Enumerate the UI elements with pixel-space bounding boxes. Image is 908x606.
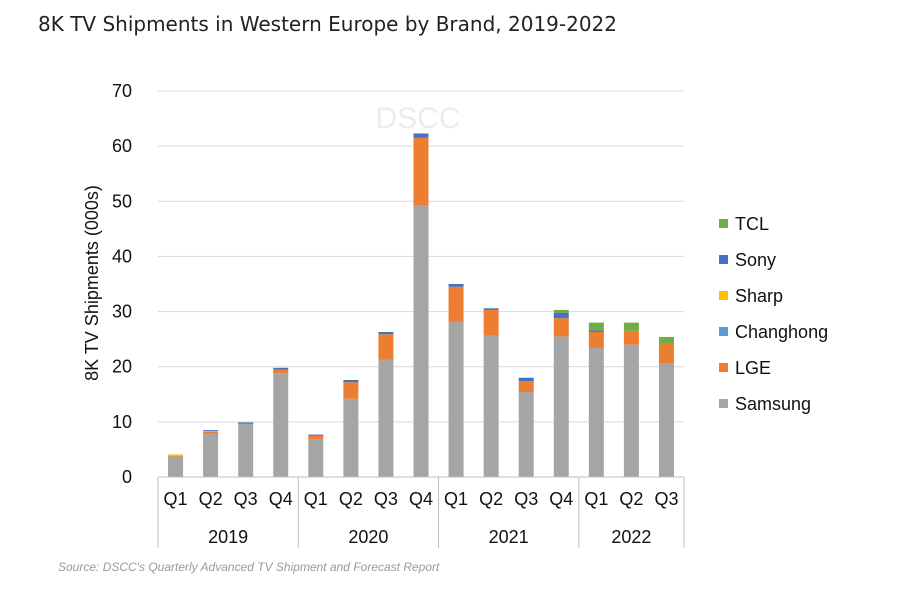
bar-tcl [588,322,604,331]
bar-lge [238,423,254,425]
legend-label-sony: Sony [735,250,776,270]
x-tick-label: Q2 [339,489,363,509]
bar-samsung [483,335,499,477]
bar-lge [273,369,289,374]
bar-sony [238,422,254,424]
bar-samsung [553,336,569,477]
x-tick-label: Q2 [619,489,643,509]
bar-lge [483,309,499,336]
legend-label-lge: LGE [735,358,771,378]
bar-samsung [518,392,534,477]
legend-label-changhong: Changhong [735,322,828,342]
y-tick-label: 50 [112,191,132,211]
bar-sony [203,430,219,432]
y-axis-label: 8K TV Shipments (000s) [82,185,102,381]
x-group-label: 2020 [348,527,388,547]
bar-sony [518,377,534,382]
chart-title: 8K TV Shipments in Western Europe by Bra… [38,12,618,36]
legend-label-tcl: TCL [735,214,769,234]
bar-sharp [203,431,219,432]
bar-lge [588,331,604,348]
x-tick-label: Q1 [584,489,608,509]
y-tick-label: 30 [112,302,132,322]
bar-sony [588,330,604,332]
y-tick-label: 20 [112,357,132,377]
x-group-label: 2022 [611,527,651,547]
x-group-label: 2021 [489,527,529,547]
bar-sharp [168,454,184,457]
legend-label-samsung: Samsung [735,394,811,414]
bar-tcl [553,309,569,313]
bar-samsung [238,424,254,477]
bar-lge [623,330,639,345]
bar-samsung [308,438,324,477]
x-tick-label: Q4 [269,489,293,509]
y-tick-label: 40 [112,246,132,266]
bar-tcl [623,322,639,331]
bar-sony [448,284,464,287]
y-tick-label: 60 [112,136,132,156]
bar-sony [378,331,394,335]
source-note: Source: DSCC's Quarterly Advanced TV Shi… [58,560,440,574]
bar-lge [378,334,394,360]
legend-swatch-sharp [719,291,728,300]
bar-tcl [658,336,674,344]
bar-sony [273,367,289,370]
bar-samsung [343,398,359,477]
bar-sony [413,133,429,138]
x-tick-label: Q1 [444,489,468,509]
bar-lge [553,318,569,337]
bar-lge [343,382,359,399]
legend-swatch-changhong [719,327,728,336]
legend-label-sharp: Sharp [735,286,783,306]
x-tick-label: Q4 [549,489,573,509]
bar-samsung [588,347,604,477]
bar-stacks [168,133,674,477]
bar-samsung [168,456,184,477]
x-group-label: 2019 [208,527,248,547]
bar-sony [553,312,569,319]
x-tick-label: Q3 [234,489,258,509]
x-tick-label: Q2 [479,489,503,509]
y-tick-label: 0 [122,467,132,487]
x-tick-label: Q4 [409,489,433,509]
bar-lge [518,381,534,393]
bar-lge [308,435,324,439]
x-tick-label: Q2 [199,489,223,509]
x-tick-label: Q3 [654,489,678,509]
legend-swatch-lge [719,363,728,372]
bar-samsung [273,373,289,477]
legend-swatch-samsung [719,399,728,408]
legend-swatch-sony [719,255,728,264]
bar-lge [168,456,184,457]
x-axis: Q1 Q2 Q3 Q4 Q1 Q2 Q3 Q4 Q1 Q2 Q3 Q4 Q1 Q2 Q3 2019 2020 20… [157,476,685,548]
bar-sony [308,434,324,436]
bar-samsung [658,363,674,477]
bar-lge [658,343,674,364]
bar-samsung [623,344,639,477]
legend: TCL Sony Sharp Changhong LGE Samsung [719,214,828,414]
y-tick-label: 70 [112,81,132,101]
y-tick-label: 10 [112,412,132,432]
bar-samsung [413,205,429,477]
x-tick-label: Q1 [304,489,328,509]
watermark: DSCC [375,102,460,135]
bar-samsung [203,433,219,477]
x-tick-label: Q1 [164,489,188,509]
bar-lge [448,286,464,322]
bar-samsung [378,359,394,477]
bar-sony [343,379,359,383]
bar-samsung [448,321,464,477]
x-tick-label: Q3 [374,489,398,509]
bar-lge [413,137,429,206]
bar-sony [483,308,499,310]
legend-swatch-tcl [719,219,728,228]
bar-lge [203,431,219,434]
y-axis-ticks: 0 10 20 30 40 50 60 70 [112,81,132,487]
x-tick-label: Q3 [514,489,538,509]
